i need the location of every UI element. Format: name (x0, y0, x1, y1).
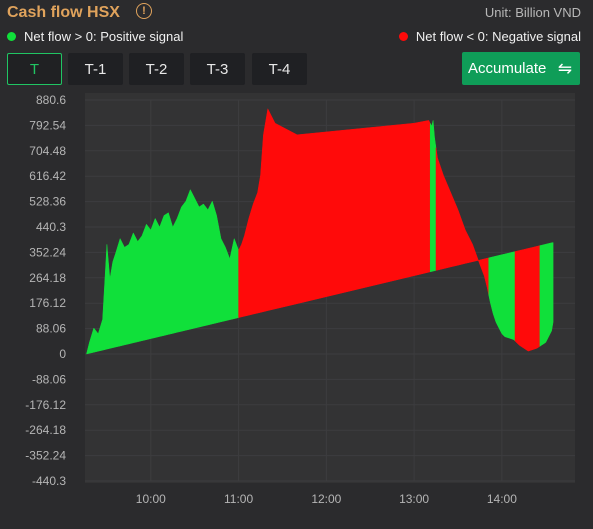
positive-flow-area (429, 120, 437, 273)
y-tick-label: 88.06 (36, 322, 66, 336)
negative-dot-icon (398, 32, 408, 41)
y-tick-label: 880.6 (36, 93, 66, 107)
x-tick-label: 12:00 (311, 492, 341, 506)
y-tick-label: -264.18 (25, 423, 66, 437)
tab-t-1[interactable]: T-1 (68, 53, 123, 85)
flow-areas (86, 108, 554, 355)
header: Cash flow HSX ! Unit: Billion VND (0, 0, 593, 28)
y-tick-label: -176.12 (25, 398, 66, 412)
chart-title: Cash flow HSX (7, 4, 120, 21)
x-tick-label: 13:00 (399, 492, 429, 506)
x-axis: 10:00 11:00 12:00 13:00 14:00 (136, 492, 517, 506)
y-tick-label: 352.24 (29, 245, 66, 259)
legend-positive: Net flow > 0: Positive signal (7, 29, 183, 44)
tab-t-2[interactable]: T-2 (129, 53, 184, 85)
x-tick-label: 10:00 (136, 492, 166, 506)
y-tick-label: 616.42 (29, 169, 66, 183)
tab-t-4[interactable]: T-4 (252, 53, 307, 85)
x-tick-label: 11:00 (224, 492, 253, 506)
positive-dot-icon (7, 32, 16, 41)
y-axis: 880.6 792.54 704.48 616.42 528.36 440.3 352.24… (25, 93, 66, 488)
y-tick-label: -352.24 (25, 449, 66, 463)
y-tick-label: -88.06 (32, 372, 66, 386)
info-circle-icon[interactable]: ! (136, 3, 152, 19)
y-tick-label: 792.54 (29, 118, 66, 132)
y-tick-label: 440.3 (36, 220, 66, 234)
unit-label: Unit: Billion VND (484, 5, 581, 20)
swap-arrows-icon: ⇋ (557, 59, 572, 78)
y-tick-label: -440.3 (32, 474, 66, 488)
y-tick-label: 176.12 (29, 296, 66, 310)
y-tick-label: 0 (59, 347, 66, 361)
tab-t[interactable]: T (7, 53, 62, 85)
y-tick-label: 704.48 (29, 144, 66, 158)
legend-negative: Net flow < 0: Negative signal (398, 29, 581, 44)
tab-t-3[interactable]: T-3 (190, 53, 245, 85)
positive-flow-area (539, 242, 554, 347)
accumulate-label: Accumulate (468, 60, 547, 77)
negative-flow-area (514, 245, 541, 352)
legend-negative-label: Net flow < 0: Negative signal (415, 29, 581, 44)
y-tick-label: 528.36 (29, 195, 66, 209)
y-tick-label: 264.18 (29, 271, 66, 285)
legend-positive-label: Net flow > 0: Positive signal (24, 29, 184, 44)
x-tick-label: 14:00 (487, 492, 517, 506)
accumulate-button[interactable]: Accumulate ⇋ (462, 52, 580, 85)
